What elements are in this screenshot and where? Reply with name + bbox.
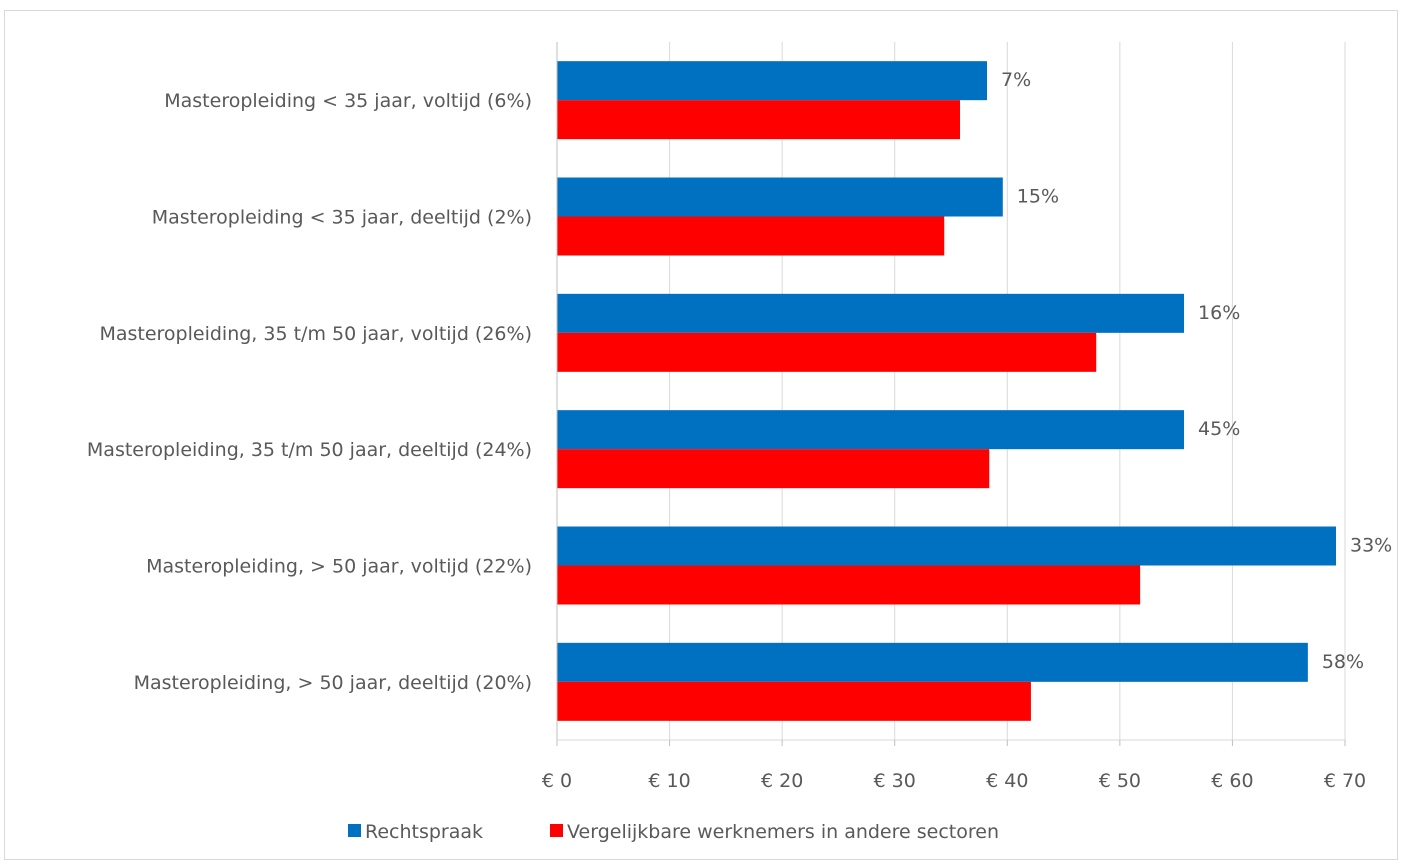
category-label: Masteropleiding < 35 jaar, voltijd (6%) xyxy=(164,90,532,112)
category-label: Masteropleiding, > 50 jaar, voltijd (22%… xyxy=(146,556,532,578)
x-tick-label: € 70 xyxy=(1324,770,1366,792)
category-label: Masteropleiding < 35 jaar, deeltijd (2%) xyxy=(152,207,532,229)
data-label: 45% xyxy=(1198,418,1240,440)
data-label: 16% xyxy=(1198,302,1240,324)
bar-rechtspraak xyxy=(557,293,1185,333)
bar-rechtspraak xyxy=(557,177,1003,217)
x-tick-label: € 60 xyxy=(1211,770,1253,792)
bar-rechtspraak xyxy=(557,642,1308,682)
x-tick-label: € 0 xyxy=(542,770,572,792)
category-label: Masteropleiding, 35 t/m 50 jaar, voltijd… xyxy=(99,323,532,345)
x-tick-label: € 20 xyxy=(761,770,803,792)
data-label: 7% xyxy=(1001,69,1031,91)
bar-vergelijkbaar xyxy=(557,681,1031,721)
bar-vergelijkbaar xyxy=(557,100,961,140)
x-tick-label: € 40 xyxy=(986,770,1028,792)
legend-swatch xyxy=(348,824,361,837)
category-label: Masteropleiding, 35 t/m 50 jaar, deeltij… xyxy=(87,439,532,461)
data-label: 33% xyxy=(1350,535,1392,557)
bar-vergelijkbaar xyxy=(557,565,1141,605)
x-tick-label: € 50 xyxy=(1099,770,1141,792)
legend-swatch xyxy=(550,824,563,837)
data-label: 58% xyxy=(1322,651,1364,673)
bar-rechtspraak xyxy=(557,410,1185,450)
bar-rechtspraak xyxy=(557,61,988,101)
bar-rechtspraak xyxy=(557,526,1336,566)
x-tick-label: € 30 xyxy=(874,770,916,792)
bar-vergelijkbaar xyxy=(557,332,1097,372)
bar-vergelijkbaar xyxy=(557,216,945,256)
x-tick-label: € 10 xyxy=(648,770,690,792)
data-label: 15% xyxy=(1017,186,1059,208)
bar-vergelijkbaar xyxy=(557,449,990,489)
legend-label: Rechtspraak xyxy=(365,821,483,843)
category-label: Masteropleiding, > 50 jaar, deeltijd (20… xyxy=(134,672,532,694)
legend-label: Vergelijkbare werknemers in andere secto… xyxy=(567,821,999,843)
